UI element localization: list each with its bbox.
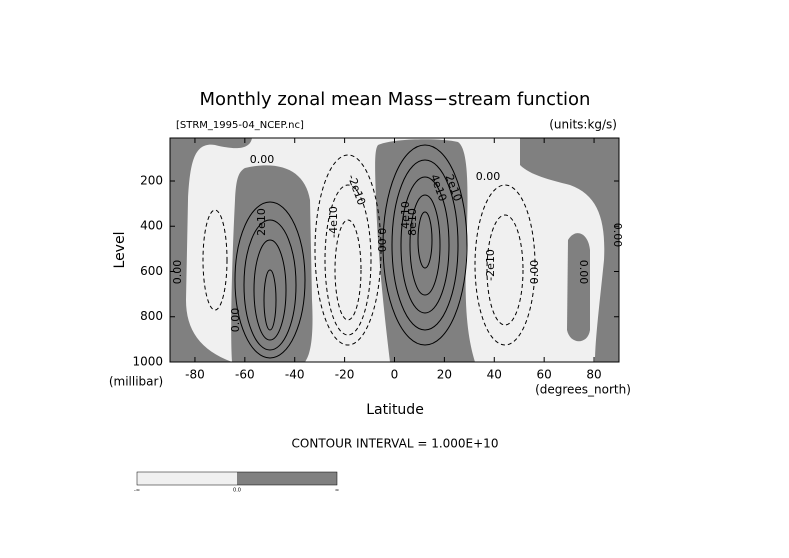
x-tick-label: -40 bbox=[285, 368, 305, 382]
x-tick-label: 20 bbox=[437, 368, 452, 382]
contour-line bbox=[474, 184, 536, 346]
x-tick-label: -20 bbox=[335, 368, 355, 382]
y-unit-label: (millibar) bbox=[109, 375, 163, 389]
contour-line bbox=[202, 209, 228, 311]
contour-line bbox=[334, 219, 362, 321]
contour-labels: 0.002e100.000.00-2e10-4e100.004e108e104e… bbox=[171, 153, 624, 332]
contour-label: 0.00 bbox=[171, 260, 184, 285]
contour-label: 0.00 bbox=[250, 153, 275, 166]
positive-regions bbox=[170, 138, 619, 362]
contour-lines bbox=[202, 144, 536, 359]
contour-label: 0.00 bbox=[611, 223, 624, 248]
y-tick-label: 800 bbox=[140, 309, 163, 323]
contour-label: -2e10 bbox=[484, 249, 497, 281]
y-tick-label: 1000 bbox=[132, 355, 163, 369]
colorbar: -∞ 0.0 ∞ bbox=[134, 471, 339, 494]
colorbar-label: -∞ bbox=[134, 488, 140, 494]
x-axis-label: Latitude bbox=[366, 402, 424, 418]
colorbar-label: ∞ bbox=[335, 488, 339, 494]
contour-line bbox=[382, 144, 468, 346]
x-tick-label: -80 bbox=[185, 368, 205, 382]
units-label: (units:kg/s) bbox=[549, 118, 617, 132]
y-tick-label: 600 bbox=[140, 264, 163, 278]
contour-label: -4e10 bbox=[327, 206, 340, 238]
x-unit-label: (degrees_north) bbox=[535, 383, 631, 397]
subtitle: [STRM_1995-04_NCEP.nc] bbox=[176, 120, 304, 131]
contour-line bbox=[314, 154, 382, 346]
y-tick-label: 200 bbox=[140, 173, 163, 187]
contour-label: 0.00 bbox=[577, 260, 590, 285]
positive-region bbox=[567, 233, 590, 342]
contour-line bbox=[263, 269, 277, 331]
x-tick-label: 40 bbox=[487, 368, 502, 382]
x-tick-label: 60 bbox=[537, 368, 552, 382]
x-tick-label: -60 bbox=[235, 368, 255, 382]
colorbar-positive bbox=[237, 472, 337, 485]
x-tick-label: 80 bbox=[586, 368, 601, 382]
contour-label: 2e10 bbox=[255, 208, 268, 236]
contour-label: 0.00 bbox=[229, 308, 242, 333]
contour-line bbox=[324, 184, 372, 336]
positive-region bbox=[375, 139, 475, 362]
contour-label: 4e10 bbox=[399, 201, 412, 229]
contour-line bbox=[400, 176, 450, 314]
contour-label: 0.00 bbox=[375, 228, 388, 253]
positive-region bbox=[231, 165, 313, 362]
colorbar-label: 0.0 bbox=[233, 488, 241, 494]
colorbar-negative bbox=[137, 472, 237, 485]
positive-region bbox=[520, 138, 619, 362]
y-axis-label: Level bbox=[112, 232, 128, 269]
annotation: CONTOUR INTERVAL = 1.000E+10 bbox=[292, 437, 499, 451]
plot-area: 0.002e100.000.00-2e10-4e100.004e108e104e… bbox=[169, 137, 624, 363]
x-tick-label: 0 bbox=[391, 368, 399, 382]
contour-label: 0.00 bbox=[476, 170, 501, 183]
contour-line bbox=[486, 214, 524, 326]
positive-region bbox=[170, 138, 252, 362]
contour-line bbox=[409, 194, 441, 296]
contour-line bbox=[243, 219, 297, 351]
contour-label: 8e10 bbox=[406, 208, 419, 236]
contour-label: 0.00 bbox=[528, 260, 541, 285]
chart-title: Monthly zonal mean Mass−stream function bbox=[200, 89, 591, 110]
colorbar-frame bbox=[136, 471, 338, 486]
contour-line bbox=[234, 201, 306, 359]
contour-line bbox=[253, 239, 287, 341]
contour-line bbox=[391, 159, 459, 331]
y-tick-label: 400 bbox=[140, 219, 163, 233]
contour-line bbox=[417, 211, 433, 269]
